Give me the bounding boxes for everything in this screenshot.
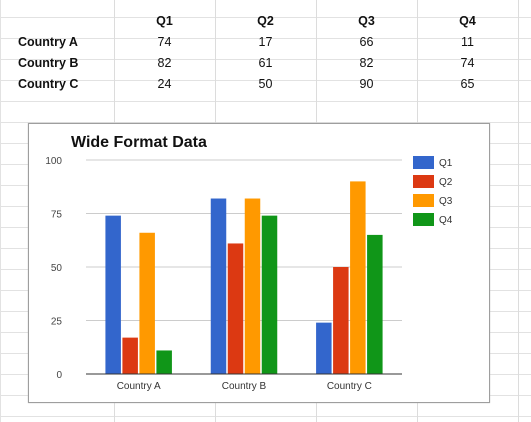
bar-q4-3 — [367, 234, 383, 374]
x-tick-label: Country C — [327, 381, 372, 392]
x-tick-label: Country A — [117, 381, 161, 392]
table-cell[interactable]: 82 — [157, 56, 172, 70]
bar-q1-1 — [105, 215, 121, 374]
table-cell[interactable]: 17 — [258, 35, 273, 49]
legend-label-q4: Q4 — [439, 215, 453, 226]
column-divider — [518, 0, 519, 422]
legend-swatch-q1 — [413, 156, 434, 169]
legend-label-q2: Q2 — [439, 177, 453, 188]
bar-q3-2 — [244, 198, 261, 374]
column-header-q1[interactable]: Q1 — [156, 14, 173, 28]
y-tick-label: 75 — [51, 210, 63, 221]
x-tick-label: Country B — [222, 381, 267, 392]
row-label-country-c[interactable]: Country C — [18, 77, 79, 91]
chart-title: Wide Format Data — [71, 134, 207, 151]
legend-swatch-q2 — [413, 175, 434, 188]
y-tick-label: 0 — [56, 370, 62, 381]
bar-q1-2 — [210, 198, 227, 374]
bar-q3-3 — [350, 181, 366, 374]
row-label-country-a[interactable]: Country A — [18, 35, 78, 49]
table-cell[interactable]: 11 — [461, 35, 474, 49]
table-cell[interactable]: 74 — [460, 56, 475, 70]
bar-q1-3 — [316, 322, 332, 374]
column-header-q2[interactable]: Q2 — [257, 14, 274, 28]
legend-label-q1: Q1 — [439, 158, 453, 169]
bar-q2-3 — [333, 267, 349, 374]
table-cell[interactable]: 82 — [359, 56, 374, 70]
bar-q2-1 — [122, 337, 138, 374]
y-tick-label: 50 — [51, 263, 63, 274]
bar-q4-2 — [261, 215, 278, 374]
table-cell[interactable]: 66 — [359, 35, 374, 49]
table-cell[interactable]: 65 — [460, 77, 475, 91]
column-header-q3[interactable]: Q3 — [358, 14, 375, 28]
legend-swatch-q4 — [413, 213, 434, 226]
y-tick-label: 25 — [51, 317, 63, 328]
legend-swatch-q3 — [413, 194, 434, 207]
row-label-country-b[interactable]: Country B — [18, 56, 79, 70]
y-tick-label: 100 — [45, 156, 62, 167]
table-cell[interactable]: 24 — [157, 77, 172, 91]
legend-label-q3: Q3 — [439, 196, 453, 207]
table-cell[interactable]: 50 — [258, 77, 273, 91]
table-cell[interactable]: 90 — [359, 77, 374, 91]
bar-q2-2 — [227, 243, 244, 374]
table-cell[interactable]: 74 — [157, 35, 172, 49]
column-header-q4[interactable]: Q4 — [459, 14, 476, 28]
bar-chart: 0 25 50 75 100 Country A Country B Country C Q1 Q… — [45, 156, 453, 392]
table-cell[interactable]: 61 — [258, 56, 273, 70]
bar-q3-1 — [139, 232, 155, 374]
chart-panel[interactable]: Wide Format Data 0 25 50 75 100 Country A Coun… — [28, 123, 490, 403]
bar-q4-1 — [156, 350, 172, 374]
